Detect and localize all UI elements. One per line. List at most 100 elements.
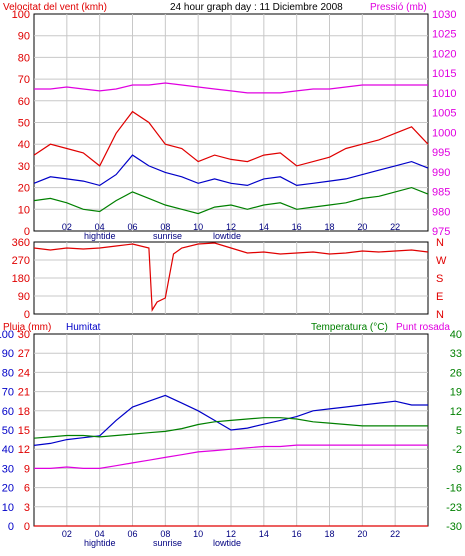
lowtide-label-bottom: lowtide bbox=[213, 538, 241, 548]
lower-line bbox=[33, 186, 429, 215]
tick-label: 3 bbox=[24, 502, 30, 514]
hour-label: 08 bbox=[160, 529, 170, 539]
tick-label: 20 bbox=[2, 483, 14, 495]
tick-label: 1030 bbox=[432, 9, 456, 21]
bottom-right-ticks: -30 -23 -16 -9 -2 5 12 19 26 33 40 bbox=[446, 329, 462, 533]
dew-point-label: Punt rosada bbox=[396, 322, 450, 333]
tick-label: 50 bbox=[18, 118, 30, 130]
hour-label: 04 bbox=[95, 222, 105, 232]
tick-label: 40 bbox=[18, 139, 30, 151]
sunrise-label-bottom: sunrise bbox=[153, 538, 182, 548]
tick-label: 6 bbox=[24, 483, 30, 495]
hour-label: 12 bbox=[226, 529, 236, 539]
tick-label: 0 bbox=[24, 521, 30, 533]
tick-label: 5 bbox=[456, 425, 462, 437]
pressure-label: Pressió (mb) bbox=[370, 2, 427, 13]
tick-label: 30 bbox=[18, 329, 30, 341]
wind-speed-label: Velocitat del vent (kmh) bbox=[3, 2, 107, 13]
graph-title: 24 hour graph day : 11 Diciembre 2008 bbox=[170, 2, 343, 13]
tick-label: 0 bbox=[8, 521, 14, 533]
direction-letter: N bbox=[436, 237, 444, 249]
hightide-label: hightide bbox=[84, 231, 116, 241]
tick-label: 0 bbox=[24, 226, 30, 238]
hour-label: 04 bbox=[95, 529, 105, 539]
direction-letter: S bbox=[436, 273, 443, 285]
wind-direction-line bbox=[33, 242, 429, 312]
tick-label: 40 bbox=[2, 444, 14, 456]
tick-label: 1005 bbox=[432, 108, 456, 120]
tick-label: 995 bbox=[432, 147, 450, 159]
tick-label: 9 bbox=[24, 463, 30, 475]
hour-label: 14 bbox=[259, 222, 269, 232]
middle-series bbox=[33, 242, 429, 312]
tick-label: -16 bbox=[446, 483, 462, 495]
tick-label: 270 bbox=[12, 255, 30, 267]
tick-label: 1020 bbox=[432, 48, 456, 60]
temperatura-c-line bbox=[33, 417, 428, 439]
hour-label: 16 bbox=[292, 222, 302, 232]
tick-label: 19 bbox=[450, 387, 462, 399]
tick-label: 60 bbox=[18, 96, 30, 108]
hour-label: 16 bbox=[292, 529, 302, 539]
tick-label: 30 bbox=[18, 161, 30, 173]
tick-label: 360 bbox=[12, 237, 30, 249]
direction-letter: N bbox=[436, 309, 444, 321]
hour-label: 20 bbox=[357, 529, 367, 539]
sunrise-label: sunrise bbox=[153, 231, 182, 241]
tick-label: 15 bbox=[18, 425, 30, 437]
hour-label: 02 bbox=[62, 529, 72, 539]
hour-label: 18 bbox=[324, 222, 334, 232]
tick-label: 24 bbox=[18, 367, 30, 379]
tick-label: 1025 bbox=[432, 29, 456, 41]
hour-label: 20 bbox=[357, 222, 367, 232]
tick-label: 12 bbox=[18, 444, 30, 456]
tick-label: 60 bbox=[2, 406, 14, 418]
tick-label: 26 bbox=[450, 367, 462, 379]
hour-label: 18 bbox=[324, 529, 334, 539]
hour-label: 08 bbox=[160, 222, 170, 232]
bottom-series bbox=[33, 394, 428, 527]
hour-label: 10 bbox=[193, 529, 203, 539]
tick-label: 985 bbox=[432, 187, 450, 199]
lowtide-label: lowtide bbox=[213, 231, 241, 241]
bottom-hour-labels: 02 04 06 08 10 12 14 16 18 20 22 bbox=[62, 529, 400, 539]
velocitat-del-vent-kmh--line bbox=[33, 110, 429, 167]
tick-label: -9 bbox=[452, 463, 462, 475]
tick-label: 1010 bbox=[432, 88, 456, 100]
tick-label: 975 bbox=[432, 226, 450, 238]
tick-label: 30 bbox=[2, 463, 14, 475]
top-right-ticks: 975 980 985 990 995 1000 1005 1010 1015 1020 1025 1… bbox=[432, 9, 456, 238]
tick-label: 33 bbox=[450, 348, 462, 360]
top-hour-labels: 02 04 06 08 10 12 14 16 18 20 22 bbox=[62, 222, 400, 232]
top-grid bbox=[34, 14, 428, 231]
humitat-line bbox=[33, 394, 428, 446]
tick-label: 80 bbox=[2, 367, 14, 379]
hightide-label-bottom: hightide bbox=[84, 538, 116, 548]
tick-label: 80 bbox=[18, 52, 30, 64]
direction-letter: W bbox=[436, 255, 447, 267]
tick-label: 980 bbox=[432, 206, 450, 218]
top-left-ticks: 0 10 20 30 40 50 60 70 80 90 100 bbox=[12, 9, 30, 238]
tick-label: 180 bbox=[12, 273, 30, 285]
bottom-grid bbox=[34, 334, 428, 526]
tick-label: 27 bbox=[18, 348, 30, 360]
tick-label: 21 bbox=[18, 387, 30, 399]
tick-label: -23 bbox=[446, 502, 462, 514]
tick-label: 100 bbox=[0, 329, 14, 341]
hour-label: 22 bbox=[390, 222, 400, 232]
tick-label: 40 bbox=[450, 329, 462, 341]
tick-label: 990 bbox=[432, 167, 450, 179]
hour-label: 14 bbox=[259, 529, 269, 539]
hour-label: 12 bbox=[226, 222, 236, 232]
hour-label: 06 bbox=[127, 222, 137, 232]
hour-label: 22 bbox=[390, 529, 400, 539]
temperature-label: Temperatura (°C) bbox=[311, 322, 388, 333]
tick-label: 10 bbox=[18, 204, 30, 216]
tick-label: -30 bbox=[446, 521, 462, 533]
tick-label: 20 bbox=[18, 183, 30, 195]
tick-label: 100 bbox=[12, 9, 30, 21]
tick-label: 1015 bbox=[432, 68, 456, 80]
